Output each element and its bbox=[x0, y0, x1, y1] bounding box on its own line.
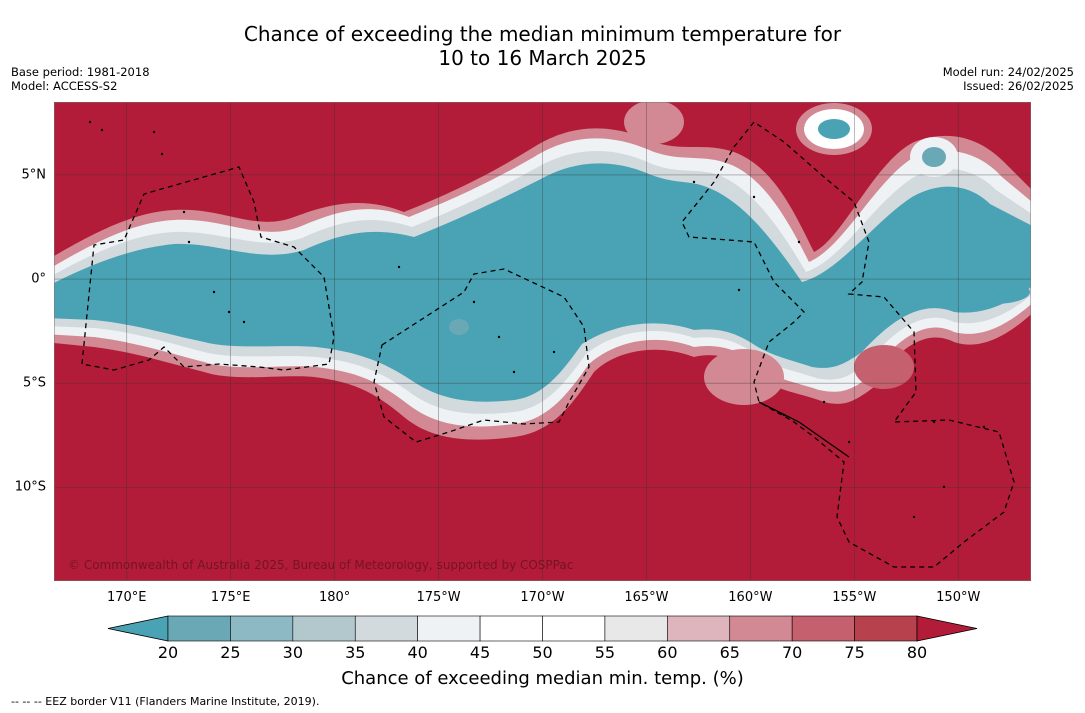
colorbar-segment bbox=[167, 615, 231, 642]
colorbar-segment bbox=[791, 615, 855, 642]
eez-border-kiribati-gilbert bbox=[81, 166, 335, 371]
forecast-map bbox=[54, 102, 1031, 581]
island-dot bbox=[797, 240, 801, 244]
longitude-tick-label: 170°W bbox=[520, 590, 565, 605]
colorbar-tick-label: 25 bbox=[220, 643, 241, 662]
island-dot bbox=[397, 265, 401, 269]
colorbar-lower-extension bbox=[107, 615, 169, 642]
island-dot bbox=[982, 425, 986, 429]
island-dot bbox=[212, 290, 216, 294]
island-dot bbox=[187, 240, 191, 244]
longitude-tick-label: 175°W bbox=[416, 590, 461, 605]
map-title: Chance of exceeding the median minimum t… bbox=[0, 22, 1085, 70]
island-dot bbox=[242, 320, 246, 324]
colorbar-segment bbox=[417, 615, 481, 642]
island-dot bbox=[552, 350, 556, 354]
eez-border-line-islands bbox=[681, 121, 1015, 568]
eez-borders bbox=[81, 121, 1015, 568]
latitude-tick-label: 0° bbox=[31, 271, 46, 287]
longitude-tick-label: 170°E bbox=[106, 590, 147, 605]
island-dot bbox=[160, 152, 164, 156]
island-dot bbox=[847, 440, 851, 444]
colorbar-segment bbox=[354, 615, 418, 642]
island-dot bbox=[88, 120, 92, 124]
longitude-tick-label: 175°E bbox=[210, 590, 251, 605]
island-dot bbox=[782, 413, 786, 417]
colorbar-tick-label: 30 bbox=[282, 643, 304, 662]
island-dot bbox=[932, 420, 936, 424]
longitude-tick-label: 150°W bbox=[936, 590, 981, 605]
eez-border-line-solid bbox=[758, 401, 850, 458]
map-frame bbox=[54, 102, 1031, 581]
colorbar-tick-label: 60 bbox=[657, 643, 678, 662]
island-dot bbox=[182, 210, 186, 214]
eez-footnote: -- -- -- EEZ border V11 (Flanders Marine… bbox=[11, 695, 320, 708]
colorbar-tick-label: 40 bbox=[407, 643, 428, 662]
title-line-1: Chance of exceeding the median minimum t… bbox=[243, 22, 842, 46]
colorbar-segment bbox=[542, 615, 606, 642]
island-dot bbox=[942, 485, 946, 489]
island-markers bbox=[88, 120, 986, 519]
colorbar-tick-label: 75 bbox=[844, 643, 865, 662]
colorbar-tick-label: 65 bbox=[719, 643, 740, 662]
colorbar-segment bbox=[292, 615, 356, 642]
colorbar-tick-label: 70 bbox=[781, 643, 803, 662]
colorbar-label: Chance of exceeding median min. temp. (%… bbox=[341, 668, 744, 689]
latitude-tick-label: 5°S bbox=[22, 375, 46, 391]
model-run: Model run: 24/02/2025 bbox=[942, 65, 1074, 79]
colorbar-tick-label: 45 bbox=[469, 643, 491, 662]
colorbar bbox=[107, 615, 978, 642]
island-dot bbox=[227, 310, 231, 314]
colorbar-tick-label: 35 bbox=[345, 643, 366, 662]
latitude-tick-label: 5°N bbox=[21, 167, 47, 183]
colorbar-tick-label: 55 bbox=[594, 643, 616, 662]
title-line-2: 10 to 16 March 2025 bbox=[438, 46, 647, 70]
island-dot bbox=[512, 370, 516, 374]
colorbar-segment bbox=[604, 615, 668, 642]
base-period: Base period: 1981-2018 bbox=[11, 65, 150, 79]
colorbar-segment bbox=[729, 615, 793, 642]
longitude-tick-label: 160°W bbox=[728, 590, 773, 605]
copyright-notice: © Commonwealth of Australia 2025, Bureau… bbox=[68, 558, 574, 572]
island-dot bbox=[737, 288, 741, 292]
island-dot bbox=[752, 195, 756, 199]
colorbar-tick-label: 50 bbox=[532, 643, 553, 662]
northern-cool-patches bbox=[624, 102, 1030, 304]
southern-pink-patches bbox=[449, 319, 914, 405]
eez-border-phoenix bbox=[373, 268, 590, 443]
latitude-tick-label: 10°S bbox=[14, 479, 46, 495]
island-dot bbox=[822, 400, 826, 404]
colorbar-segment bbox=[667, 615, 731, 642]
longitude-tick-label: 155°W bbox=[832, 590, 877, 605]
island-dot bbox=[692, 180, 696, 184]
model-name: Model: ACCESS-S2 bbox=[11, 79, 118, 93]
island-dot bbox=[152, 130, 156, 134]
island-dot bbox=[497, 335, 501, 339]
colorbar-segment bbox=[854, 615, 918, 642]
longitude-tick-label: 165°W bbox=[624, 590, 669, 605]
island-dot bbox=[472, 300, 476, 304]
colorbar-segment bbox=[230, 615, 294, 642]
colorbar-segment bbox=[479, 615, 543, 642]
issued-date: Issued: 26/02/2025 bbox=[963, 79, 1074, 93]
colorbar-upper-extension bbox=[916, 615, 978, 642]
meta-right: Model run: 24/02/2025 Issued: 26/02/2025 bbox=[943, 65, 1074, 93]
island-dot bbox=[912, 515, 916, 519]
meta-left: Base period: 1981-2018 Model: ACCESS-S2 bbox=[11, 65, 150, 93]
gridlines bbox=[54, 102, 1031, 581]
island-dot bbox=[100, 128, 104, 132]
colorbar-tick-label: 20 bbox=[157, 643, 179, 662]
colorbar-tick-label: 80 bbox=[906, 643, 928, 662]
longitude-tick-label: 180° bbox=[318, 590, 351, 605]
